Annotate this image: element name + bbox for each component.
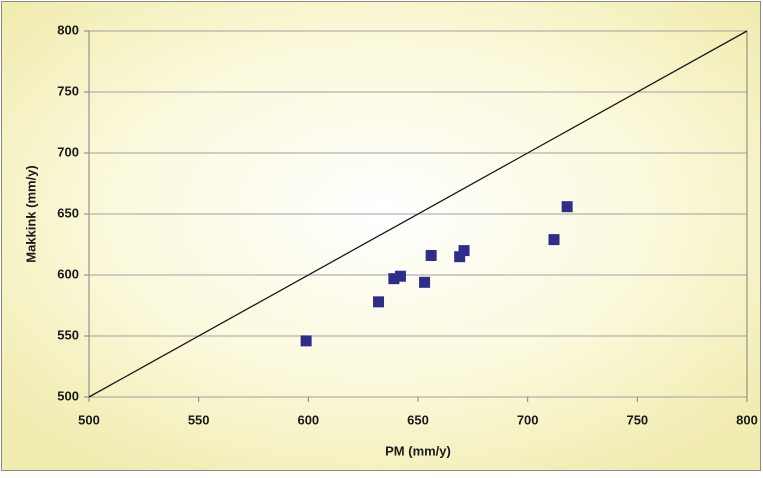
data-point — [561, 201, 573, 213]
y-tick-label: 500 — [57, 388, 79, 403]
x-tick-label: 800 — [736, 412, 758, 427]
chart-frame — [1, 1, 761, 471]
x-tick-label: 550 — [188, 412, 210, 427]
data-point — [394, 270, 406, 282]
y-tick-label: 650 — [57, 205, 79, 220]
reference-line — [88, 30, 748, 398]
y-axis-label: Makkink (mm/y) — [23, 165, 38, 263]
data-point — [300, 335, 312, 347]
x-tick-label: 600 — [297, 412, 319, 427]
data-point — [425, 249, 437, 261]
y-tick-label: 750 — [57, 83, 79, 98]
x-tick-label: 750 — [626, 412, 648, 427]
x-tick-label: 650 — [407, 412, 429, 427]
data-point — [388, 273, 400, 285]
y-tick-label: 700 — [57, 144, 79, 159]
x-tick-label: 700 — [517, 412, 539, 427]
y-tick-label: 600 — [57, 266, 79, 281]
data-point — [373, 296, 385, 308]
y-tick-label: 550 — [57, 327, 79, 342]
data-point — [419, 276, 431, 288]
data-point — [458, 245, 470, 257]
data-point — [548, 234, 560, 246]
x-tick-label: 500 — [78, 412, 100, 427]
x-axis-label: PM (mm/y) — [385, 443, 451, 458]
data-point — [454, 251, 466, 263]
y-tick-label: 800 — [57, 22, 79, 37]
